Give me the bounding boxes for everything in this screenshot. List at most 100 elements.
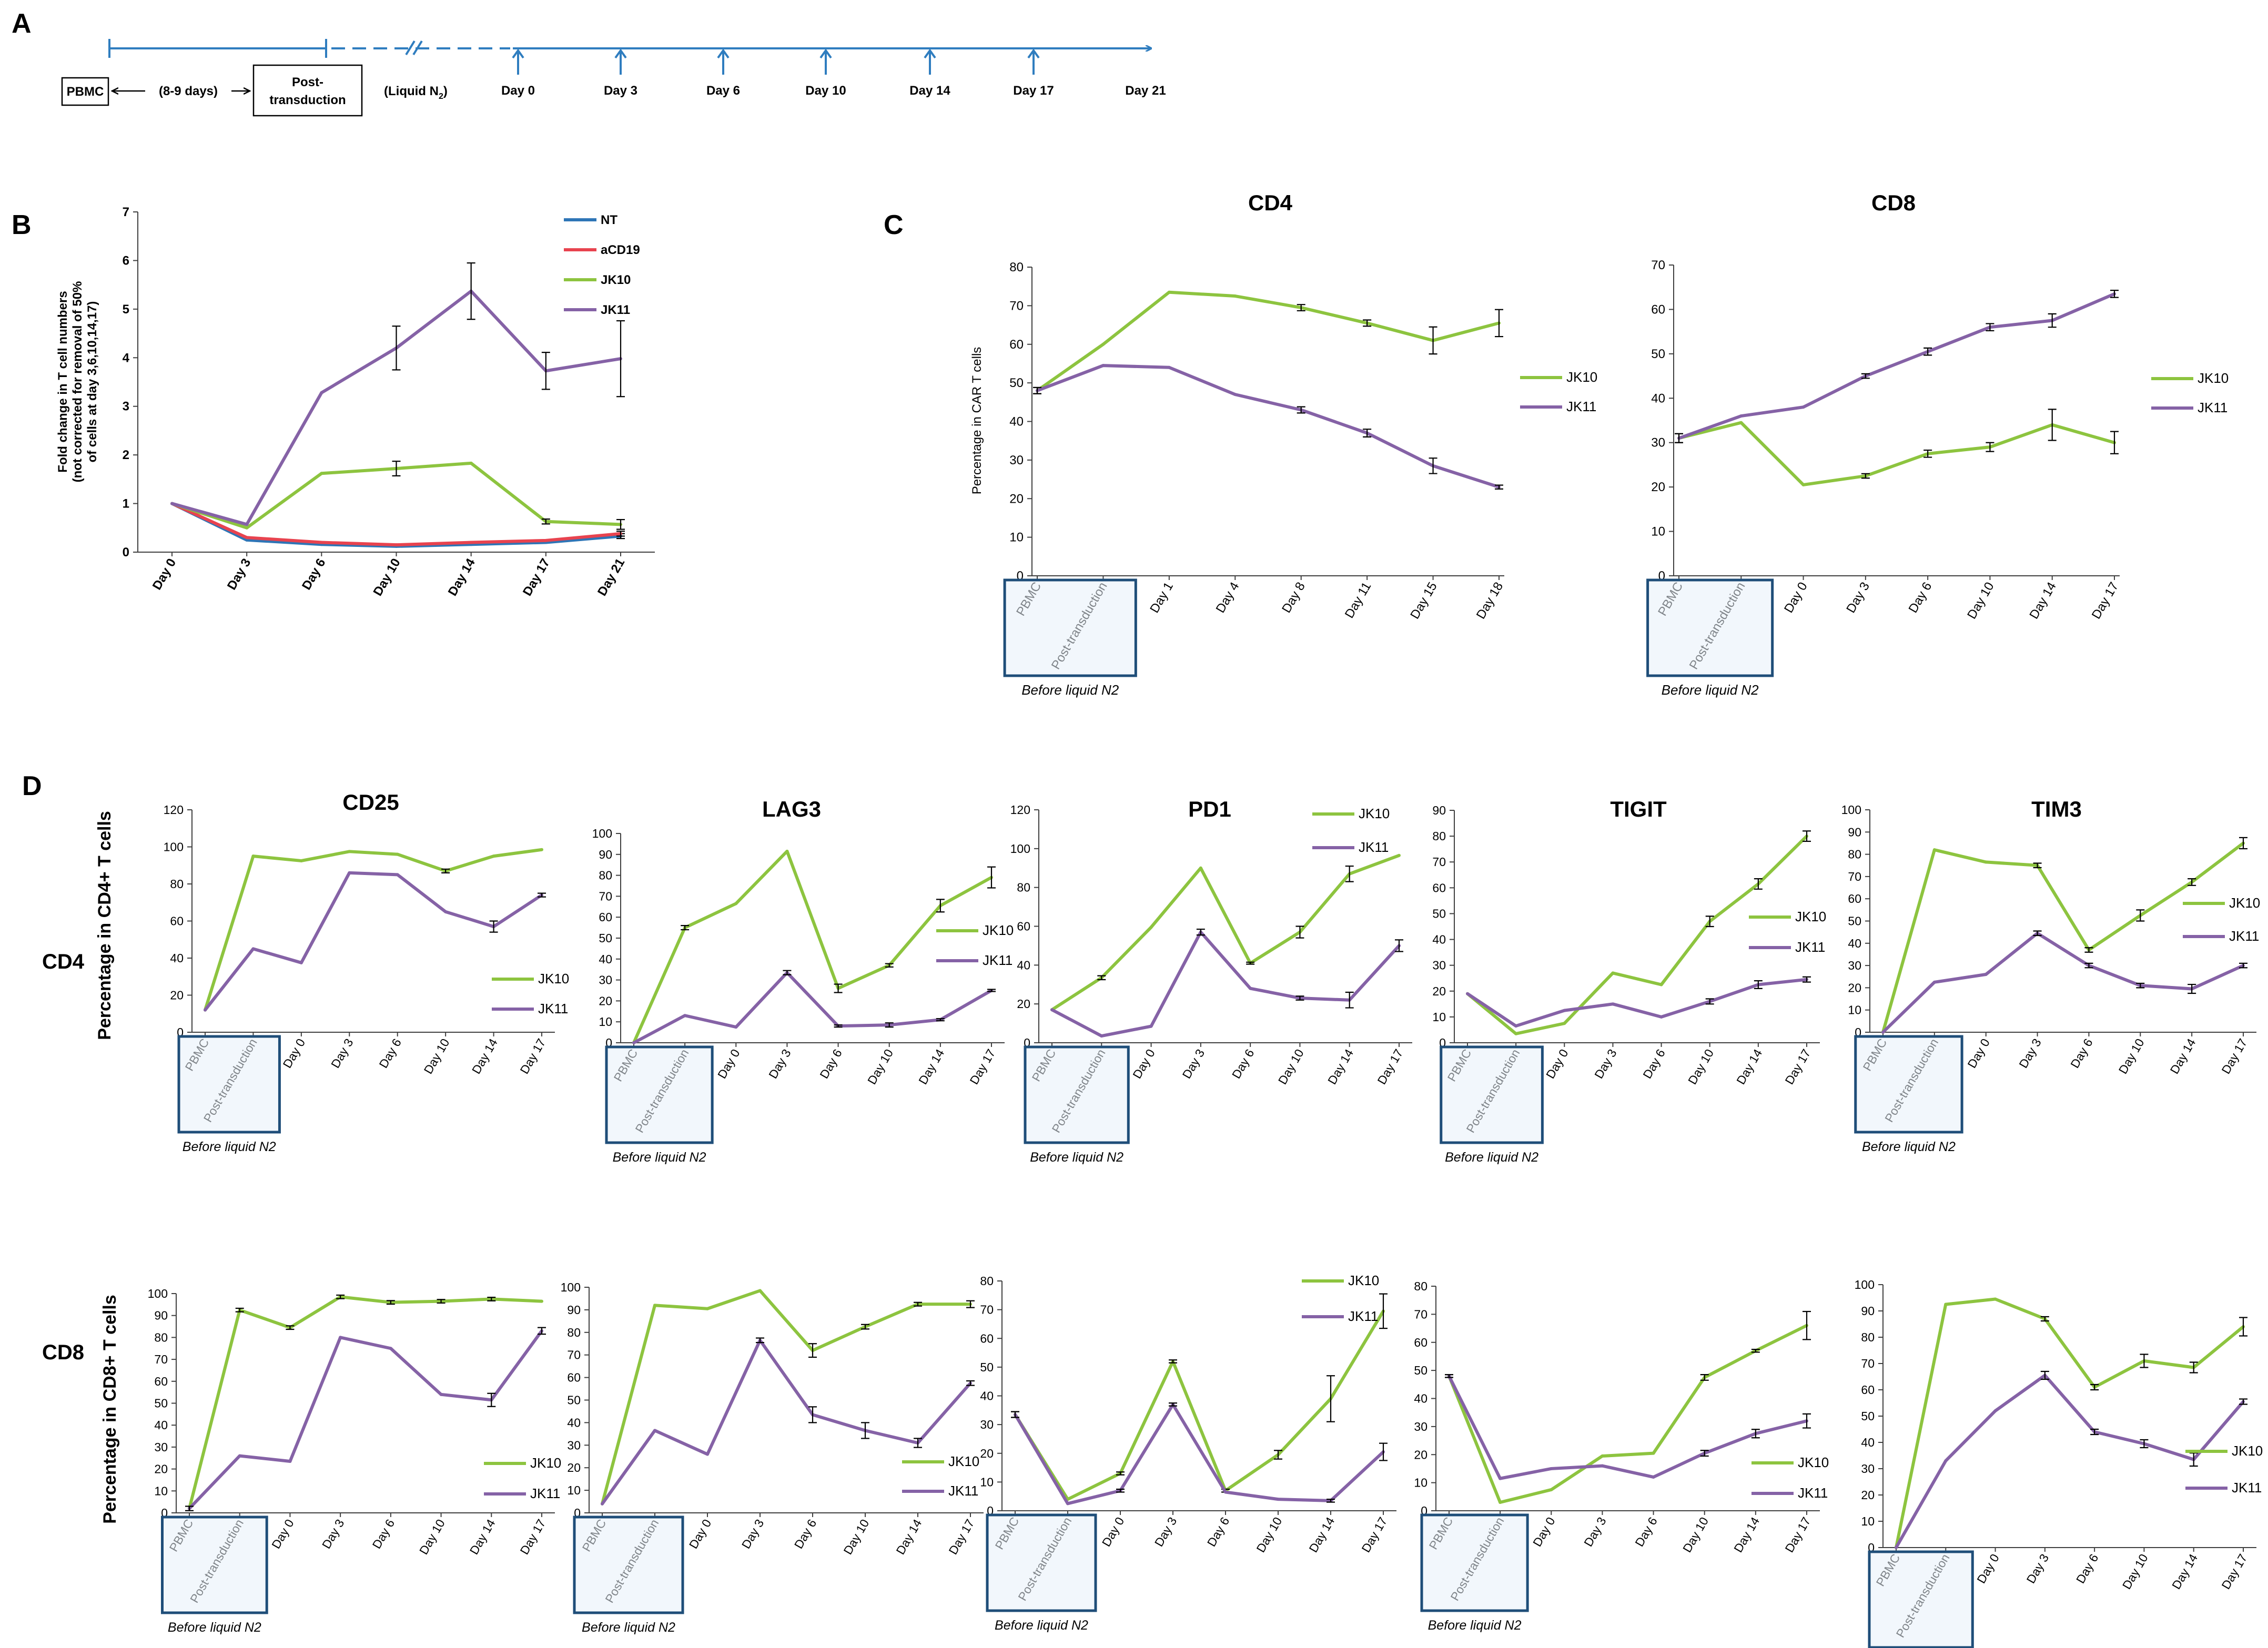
post-transduction-box bbox=[252, 64, 363, 117]
timeline-break-mark-1 bbox=[405, 40, 416, 56]
x-tick-label: Day 0 bbox=[1965, 1036, 1992, 1071]
legend-label-JK11: JK11 bbox=[1795, 939, 1825, 955]
y-tick-label: 80 bbox=[567, 1326, 581, 1339]
x-tick-label: Day 17 bbox=[946, 1517, 977, 1557]
before-liquid-n2-label: Before liquid N2 bbox=[1030, 1150, 1123, 1165]
timeline-day-label-5: Day 17 bbox=[1013, 84, 1054, 98]
x-tick-label: Day 3 bbox=[319, 1517, 347, 1551]
y-tick-label: 10 bbox=[1651, 525, 1665, 539]
data-point-JK11 bbox=[1932, 980, 1936, 984]
y-tick-label: 3 bbox=[123, 400, 129, 414]
y-tick-label: 100 bbox=[148, 1287, 168, 1300]
y-tick-label: 70 bbox=[1009, 299, 1024, 313]
pbmc-label: PBMC bbox=[67, 85, 104, 99]
data-point-JK10 bbox=[1101, 342, 1105, 346]
data-point-JK11 bbox=[439, 1392, 443, 1396]
y-tick-label: 90 bbox=[154, 1309, 168, 1323]
y-tick-label: 70 bbox=[1432, 855, 1446, 869]
x-tick-label: Day 14 bbox=[2169, 1551, 2200, 1591]
data-point-JK11 bbox=[1149, 1024, 1153, 1028]
data-point-JK10 bbox=[1498, 1500, 1502, 1504]
x-tick-label: Day 8 bbox=[1279, 580, 1308, 616]
series-line-JK10 bbox=[1466, 835, 1808, 1035]
legend-label-JK11: JK11 bbox=[983, 952, 1012, 968]
x-tick-label: Day 14 bbox=[1731, 1514, 1762, 1554]
y-tick-label: 20 bbox=[599, 994, 612, 1008]
y-tick-label: 90 bbox=[599, 848, 612, 861]
data-point-JK10 bbox=[1167, 290, 1171, 294]
x-tick-label: Day 10 bbox=[1253, 1515, 1284, 1555]
x-tick-label: Day 14 bbox=[1306, 1514, 1337, 1554]
chart-D_CD8_CD25: 0102030405060708090100PBMCPost-transduct… bbox=[100, 1287, 561, 1635]
data-point-JK11 bbox=[683, 1014, 687, 1018]
timeline-tick-arrow-0 bbox=[512, 48, 524, 59]
y-tick-label: 70 bbox=[1848, 870, 1861, 883]
y-axis-label: Fold change in T cell numbers(not correc… bbox=[56, 281, 99, 483]
y-tick-label: 30 bbox=[980, 1418, 994, 1431]
data-point-JK11 bbox=[1739, 414, 1743, 418]
x-tick-label: Day 14 bbox=[1325, 1046, 1356, 1086]
data-point-JK10 bbox=[492, 854, 495, 858]
y-tick-label: 5 bbox=[123, 302, 129, 317]
y-tick-label: 10 bbox=[1009, 531, 1024, 545]
x-tick-label: Day 1 bbox=[1147, 580, 1176, 616]
before-liquid-n2-box bbox=[161, 1515, 268, 1614]
series-line-JK11 bbox=[1466, 978, 1807, 1028]
x-tick-label: Day 6 bbox=[817, 1047, 845, 1081]
y-tick-label: 50 bbox=[567, 1393, 581, 1407]
x-tick-label: Day 14 bbox=[2168, 1036, 2199, 1076]
chart-B: 0 1 2 3 4 5 6 7 Day 0 Day 3 Day 6 Day 10 Day 14 Day 1… bbox=[56, 205, 655, 598]
timeline-days: Day 0 Day 3 Day 6 Day 10 Day 14 Day 17 Day 21 bbox=[501, 48, 1166, 98]
data-point-JK11 bbox=[238, 1454, 241, 1458]
series-line-JK10 bbox=[1036, 290, 1500, 392]
x-tick-label: Day 0 bbox=[686, 1517, 714, 1551]
x-tick-label: Day 10 bbox=[865, 1047, 896, 1087]
y-tick-label: 70 bbox=[980, 1303, 994, 1317]
x-tick-label: Day 3 bbox=[2024, 1552, 2052, 1586]
row-label-cd4: CD4 bbox=[42, 950, 85, 973]
series-line-JK10 bbox=[601, 1289, 970, 1504]
y-tick-label: 10 bbox=[1848, 1003, 1861, 1017]
y-tick-label: 50 bbox=[1009, 376, 1024, 390]
before-liquid-n2-box bbox=[1024, 1045, 1130, 1144]
legend-label-JK10: JK10 bbox=[1798, 1454, 1829, 1470]
y-tick-label: 30 bbox=[567, 1438, 581, 1452]
data-point-JK11 bbox=[348, 871, 351, 874]
chart-title: LAG3 bbox=[762, 797, 821, 821]
before-liquid-n2-box bbox=[177, 1035, 281, 1134]
chart-title: TIGIT bbox=[1610, 797, 1667, 821]
y-tick-label: 10 bbox=[1432, 1010, 1446, 1024]
legend-label-JK10: JK10 bbox=[983, 922, 1014, 938]
timeline-tick-arrow-3 bbox=[819, 48, 832, 59]
y-tick-label: 80 bbox=[1414, 1279, 1427, 1293]
y-tick-label: 100 bbox=[1010, 842, 1030, 856]
data-point-aCD19 bbox=[544, 538, 548, 542]
y-tick-label: 50 bbox=[1861, 1409, 1875, 1423]
series-line-JK10 bbox=[1447, 1324, 1808, 1504]
x-tick-label: Day 6 bbox=[792, 1517, 819, 1551]
x-tick-label: Day 10 bbox=[1965, 580, 1997, 622]
series-line-JK10 bbox=[204, 848, 542, 1011]
pbmc-box bbox=[61, 77, 109, 106]
x-tick-label: Day 6 bbox=[2073, 1552, 2101, 1586]
series-line-JK10 bbox=[188, 1295, 542, 1509]
y-tick-label: 60 bbox=[980, 1331, 994, 1345]
x-tick-label: Day 14 bbox=[893, 1517, 924, 1557]
series-line-JK10 bbox=[1678, 421, 2115, 486]
legend-label-JK10: JK10 bbox=[2232, 1443, 2263, 1459]
data-point-JK10 bbox=[1563, 1022, 1566, 1025]
chart-D_CD4_TIM3: 0102030405060708090100PBMCPost-transduct… bbox=[1841, 797, 2261, 1154]
data-point-JK11 bbox=[1944, 1459, 1948, 1462]
chart-C_CD8: 010203040506070PBMCPost-transductionDay … bbox=[1646, 190, 2229, 698]
before-liquid-n2-label: Before liquid N2 bbox=[582, 1620, 675, 1635]
before-liquid-n2-box bbox=[1003, 578, 1137, 677]
legend-label-JK11: JK11 bbox=[2198, 400, 2228, 415]
data-point-JK11 bbox=[444, 910, 448, 913]
panel-label-c: C bbox=[884, 210, 904, 240]
legend-label-JK11: JK11 bbox=[2229, 928, 2259, 944]
data-point-JK10 bbox=[1233, 294, 1237, 298]
before-liquid-n2-label: Before liquid N2 bbox=[168, 1620, 261, 1635]
data-point-JK11 bbox=[204, 1008, 207, 1012]
x-tick-label: Day 17 bbox=[517, 1517, 548, 1557]
